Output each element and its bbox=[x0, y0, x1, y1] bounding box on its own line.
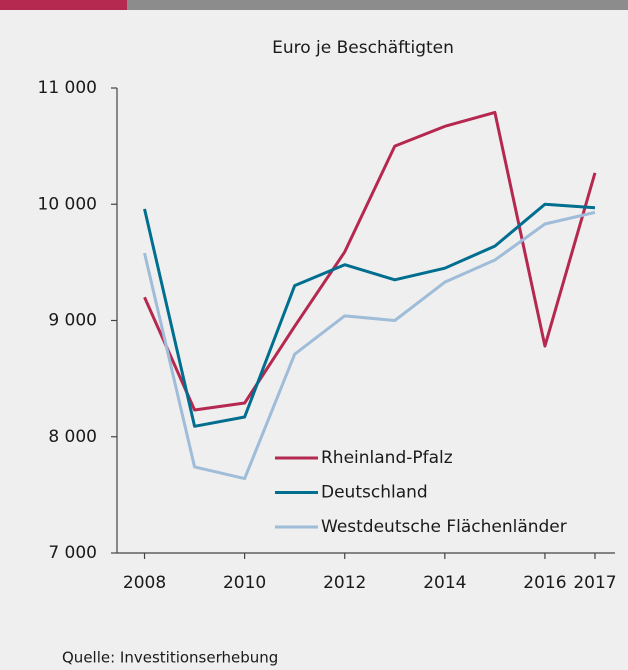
legend-label: Rheinland-Pfalz bbox=[321, 448, 453, 468]
y-tick-label: 11 000 bbox=[38, 78, 97, 98]
x-tick-label: 2017 bbox=[573, 573, 616, 593]
chart-subtitle: Euro je Beschäftigten bbox=[272, 38, 454, 58]
legend-label: Deutschland bbox=[321, 483, 428, 503]
x-tick-label: 2016 bbox=[523, 573, 566, 593]
y-tick-label: 8 000 bbox=[48, 427, 97, 447]
series-line bbox=[143, 202, 596, 428]
y-tick-label: 9 000 bbox=[48, 311, 97, 331]
x-tick-label: 2008 bbox=[123, 573, 166, 593]
series-line bbox=[143, 110, 597, 412]
x-tick-label: 2014 bbox=[423, 573, 466, 593]
header-bar bbox=[127, 0, 628, 10]
x-tick-label: 2010 bbox=[223, 573, 266, 593]
header-accent bbox=[0, 0, 127, 10]
legend-label: Westdeutsche Flächenländer bbox=[321, 517, 567, 537]
series-line bbox=[143, 210, 596, 481]
source: Quelle: Investitionserhebung bbox=[62, 649, 278, 667]
x-tick-label: 2012 bbox=[323, 573, 366, 593]
y-tick-label: 10 000 bbox=[38, 194, 97, 214]
y-tick-label: 7 000 bbox=[48, 543, 97, 563]
